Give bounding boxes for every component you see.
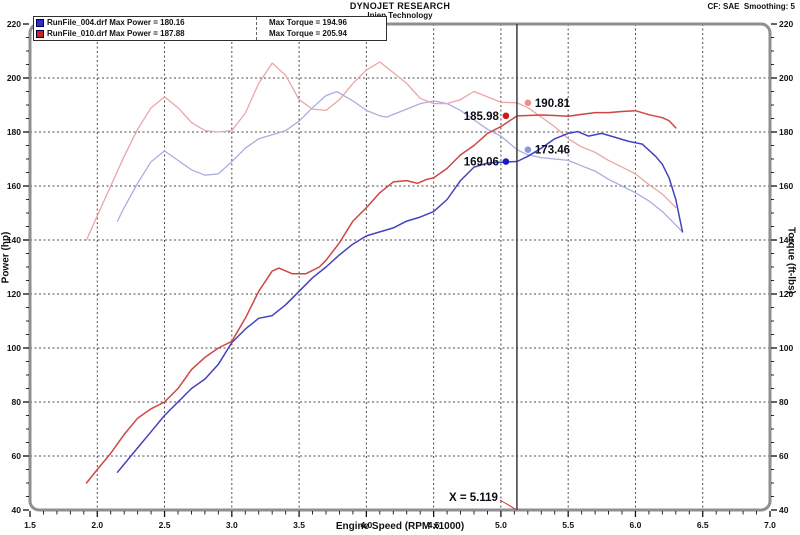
- curve-runfile-004-power-hp-: [116, 130, 684, 473]
- cursor-dot-runfile-010-power: [502, 112, 510, 120]
- y-axis-title-torque: Torque (ft-lbs): [785, 226, 797, 295]
- legend-swatch-icon: [36, 18, 44, 27]
- x-tick-label: 7.0: [764, 520, 776, 530]
- legend-file-power: RunFile_004.drf Max Power = 180.16: [47, 18, 185, 27]
- cursor-value-label: 173.46: [535, 145, 570, 157]
- x-tick-label: 5.0: [495, 520, 507, 530]
- curve-runfile-004-torque-ft-lbs-: [116, 90, 684, 233]
- y-tick-label-right: 80: [779, 397, 789, 407]
- legend-row-RunFile_004.drf[interactable]: RunFile_004.drf Max Power = 180.16 Max To…: [34, 17, 386, 28]
- y-tick-label-right: 220: [779, 19, 793, 29]
- cursor-value-label: 169.06: [464, 157, 499, 169]
- y-tick-label-left: 220: [7, 19, 21, 29]
- y-tick-label-left: 180: [7, 127, 21, 137]
- y-tick-label-left: 60: [12, 451, 22, 461]
- y-tick-label-right: 160: [779, 181, 793, 191]
- plot-border: [28, 22, 772, 512]
- correction-smoothing-label: CF: SAE Smoothing: 5: [707, 2, 795, 11]
- cursor-value-label: 190.81: [535, 98, 571, 110]
- y-tick-label-left: 140: [7, 235, 21, 245]
- x-tick-label: 3.0: [226, 520, 238, 530]
- legend-divider: [256, 17, 257, 40]
- shop-name: Injen Technology: [367, 11, 433, 20]
- y-tick-label-left: 80: [12, 397, 22, 407]
- app-title: DYNOJET RESEARCH: [349, 1, 451, 11]
- x-tick-label: 6.0: [630, 520, 642, 530]
- legend-row-RunFile_010.drf[interactable]: RunFile_010.drf Max Power = 187.88 Max To…: [34, 28, 386, 39]
- y-tick-label-right: 60: [779, 451, 789, 461]
- cursor-value-label: 185.98: [464, 111, 500, 123]
- y-tick-label-left: 40: [12, 505, 22, 515]
- y-tick-label-left: 120: [7, 289, 21, 299]
- x-tick-label: 6.5: [697, 520, 709, 530]
- cursor-x-readout: X = 5.119: [449, 492, 498, 504]
- y-tick-label-left: 100: [7, 343, 21, 353]
- x-tick-label: 2.0: [91, 520, 103, 530]
- cursor-dot-runfile-004-torque: [524, 146, 532, 153]
- y-tick-label-left: 200: [7, 73, 21, 83]
- cursor-pointer-line: [499, 499, 518, 511]
- curve-runfile-010-power-hp-: [85, 109, 677, 484]
- legend-swatch-icon: [36, 29, 44, 38]
- y-tick-label-right: 200: [779, 73, 793, 83]
- legend-file-power: RunFile_010.drf Max Power = 187.88: [47, 29, 185, 38]
- y-tick-label-right: 120: [779, 289, 793, 299]
- cursor-dot-runfile-004-power: [502, 158, 510, 165]
- cursor-dot-runfile-010-torque: [524, 99, 532, 107]
- legend-torque: Max Torque = 205.94: [269, 29, 347, 38]
- run-legend[interactable]: RunFile_004.drf Max Power = 180.16 Max To…: [33, 16, 387, 41]
- y-tick-label-right: 100: [779, 343, 793, 353]
- y-axis-title-power: Power (hp): [0, 231, 12, 284]
- x-axis-title: Engine Speed (RPM x1000): [335, 521, 465, 532]
- y-tick-label-left: 160: [7, 181, 21, 191]
- x-tick-label: 4.5: [428, 520, 440, 530]
- curve-runfile-010-torque-ft-lbs-: [85, 61, 677, 241]
- x-tick-label: 4.0: [360, 520, 372, 530]
- x-tick-label: 3.5: [293, 520, 305, 530]
- y-tick-label-right: 180: [779, 127, 793, 137]
- y-tick-label-right: 140: [779, 235, 793, 245]
- y-tick-label-right: 40: [779, 505, 789, 515]
- x-tick-label: 1.5: [24, 520, 36, 530]
- legend-torque: Max Torque = 194.96: [269, 18, 347, 27]
- x-tick-label: 5.5: [562, 520, 574, 530]
- x-tick-label: 2.5: [159, 520, 171, 530]
